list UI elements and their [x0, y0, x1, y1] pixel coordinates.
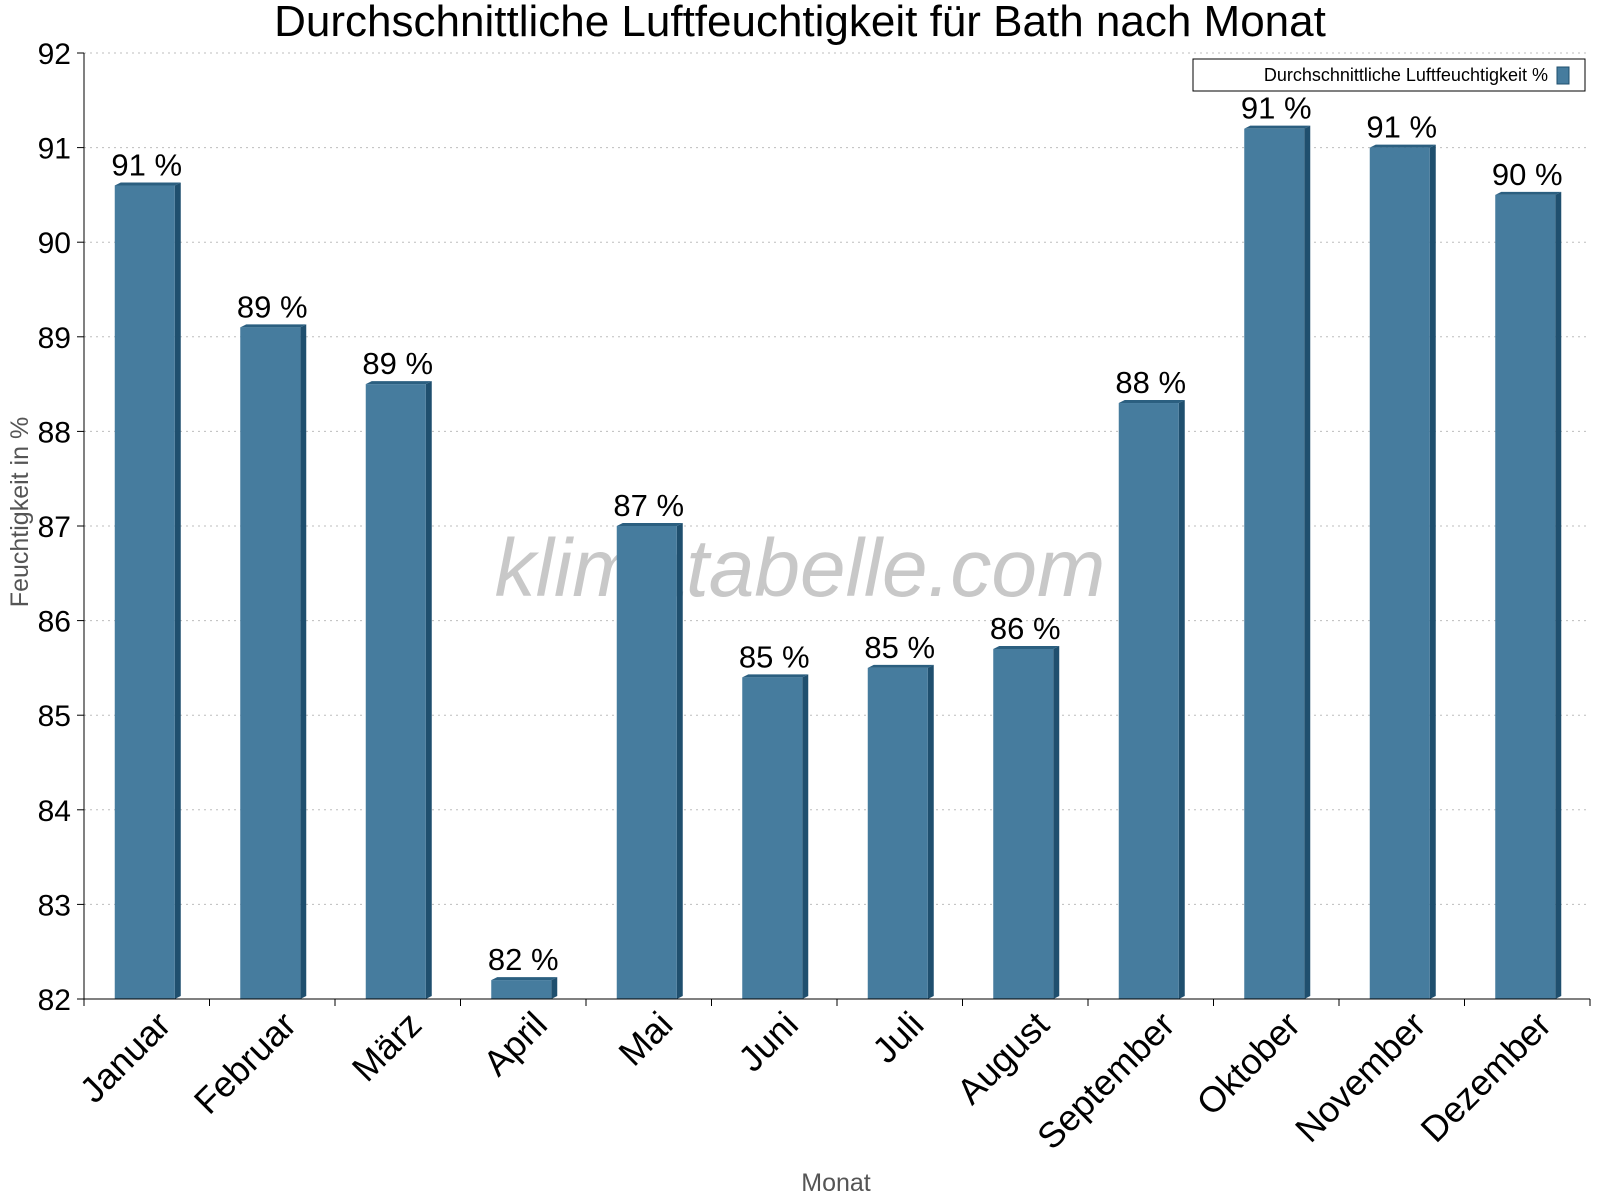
bar-side	[1555, 191, 1562, 999]
bar-side	[551, 977, 558, 999]
y-tick-label: 89	[38, 322, 71, 355]
bar	[616, 526, 677, 999]
grid-lines	[84, 52, 1590, 905]
x-tick-label: August	[949, 1004, 1057, 1112]
bar-top	[1369, 144, 1436, 148]
bar-top	[1118, 400, 1185, 404]
data-label: 82 %	[488, 942, 559, 977]
data-label: 89 %	[362, 346, 433, 381]
bar-side	[1429, 144, 1436, 1000]
data-label: 88 %	[1115, 365, 1186, 400]
data-label: 90 %	[1492, 157, 1563, 192]
y-tick-label: 87	[38, 511, 71, 544]
y-tick-label: 86	[38, 606, 71, 639]
bar-side	[676, 523, 683, 999]
y-tick-label: 85	[38, 700, 71, 733]
bar-side	[174, 182, 181, 999]
y-tick-label: 84	[38, 795, 71, 828]
bar-top	[365, 381, 432, 385]
bar-top	[742, 674, 809, 678]
data-label: 91 %	[1366, 110, 1437, 145]
bar-top	[867, 664, 934, 668]
y-tick-label: 90	[38, 227, 71, 260]
legend: Durchschnittliche Luftfeuchtigkeit %	[1192, 58, 1586, 92]
chart-title: Durchschnittliche Luftfeuchtigkeit für B…	[274, 0, 1326, 46]
bar-side	[1053, 645, 1060, 999]
bar-side	[1304, 125, 1311, 1000]
bar	[993, 648, 1054, 999]
bar	[365, 384, 426, 1000]
bar	[1118, 403, 1179, 999]
data-labels: 91 % 89 % 89 % 82 % 87 % 85 % 85 % 86 % 88 % 91 %…	[111, 91, 1562, 977]
bar-top	[1244, 125, 1311, 129]
axes	[77, 52, 1591, 1006]
x-tick-label: Juli	[864, 1004, 931, 1071]
bar	[742, 677, 803, 999]
bar-top	[491, 977, 558, 981]
bar-top	[993, 645, 1060, 649]
legend-box	[1192, 58, 1586, 92]
x-tick-label: März	[344, 1004, 430, 1090]
bar-side	[300, 324, 307, 1000]
data-label: 87 %	[613, 488, 684, 523]
y-axis-label: Feuchtigkeit in %	[6, 417, 34, 607]
bar	[1244, 128, 1305, 999]
x-tick-label: Januar	[72, 1004, 179, 1111]
x-axis-label: Monat	[801, 1169, 871, 1197]
data-label: 89 %	[237, 289, 308, 324]
data-label: 86 %	[990, 611, 1061, 646]
bar	[240, 327, 301, 1000]
bar-side	[1178, 400, 1185, 999]
bar-top	[114, 182, 181, 186]
y-tick-label: 92	[38, 38, 71, 71]
data-label: 91 %	[1241, 91, 1312, 126]
data-label: 85 %	[739, 639, 810, 674]
bar	[1369, 147, 1430, 1000]
x-tick-label: Mai	[610, 1004, 680, 1074]
y-tick-label: 88	[38, 416, 71, 449]
x-tick-label: Dezember	[1412, 1004, 1558, 1150]
legend-label: Durchschnittliche Luftfeuchtigkeit %	[1264, 65, 1548, 85]
x-tick-label: Oktober	[1188, 1004, 1308, 1124]
legend-swatch	[1556, 66, 1570, 85]
bar	[114, 185, 175, 999]
x-tick-label: Juni	[730, 1004, 806, 1080]
x-tick-label: Februar	[186, 1004, 304, 1122]
bars	[114, 125, 1562, 1000]
bar	[867, 667, 928, 999]
y-tick-label: 83	[38, 889, 71, 922]
data-label: 85 %	[864, 630, 935, 665]
bar-side	[802, 674, 809, 999]
data-label: 91 %	[111, 147, 182, 182]
y-tick-label: 91	[38, 133, 71, 166]
bar	[1495, 194, 1556, 999]
bar	[491, 980, 552, 999]
bar-top	[616, 523, 683, 526]
x-tick-label: November	[1287, 1004, 1433, 1150]
bar-top	[240, 324, 307, 328]
bar-side	[425, 381, 432, 1000]
y-tick-label: 82	[38, 984, 71, 1017]
bar-top	[1495, 191, 1562, 195]
x-tick-label: September	[1029, 1004, 1183, 1158]
x-tick-label: April	[475, 1004, 555, 1084]
bar-side	[927, 664, 934, 999]
watermark: klimatabelle.com	[495, 523, 1106, 614]
